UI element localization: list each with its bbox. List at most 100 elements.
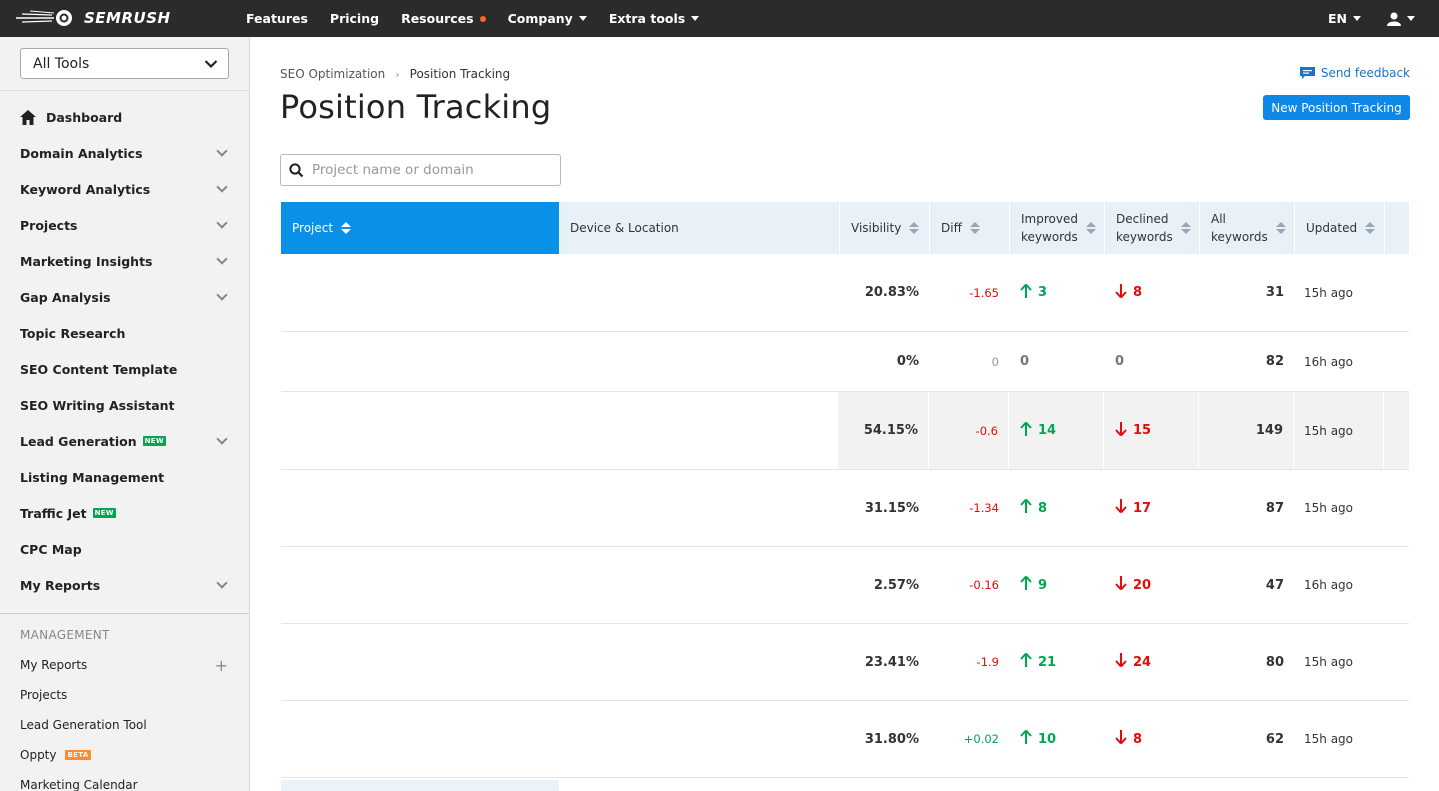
improved-keywords-cell[interactable]: 14 bbox=[1009, 392, 1104, 469]
table-row[interactable]: 2.57% -0.16 9 20 47 16h ago bbox=[281, 547, 1409, 624]
management-item[interactable]: Lead Generation Tool bbox=[20, 715, 230, 735]
column-header-all-keywords[interactable]: All keywords bbox=[1200, 202, 1295, 254]
declined-keywords-cell[interactable]: 0 bbox=[1104, 332, 1199, 391]
table-row[interactable]: 0% 0 0 0 82 16h ago bbox=[281, 332, 1409, 392]
chevron-down-icon bbox=[216, 145, 228, 157]
improved-keywords-cell[interactable]: 21 bbox=[1009, 624, 1104, 700]
sidebar-item[interactable]: CPC Map bbox=[20, 537, 230, 561]
updated-cell: 16h ago bbox=[1294, 547, 1384, 623]
brand-logo[interactable]: SEMRUSH bbox=[14, 9, 171, 27]
user-menu[interactable] bbox=[1387, 12, 1415, 26]
table-row[interactable]: 20.83% -1.65 3 8 31 15h ago bbox=[281, 254, 1409, 332]
all-keywords-value: 149 bbox=[1255, 423, 1283, 438]
column-header-improved-keywords[interactable]: Improved keywords bbox=[1010, 202, 1105, 254]
arrow-down-icon bbox=[1115, 576, 1127, 591]
breadcrumb-parent-link[interactable]: SEO Optimization bbox=[280, 67, 386, 81]
topnav-item[interactable]: Extra tools bbox=[609, 11, 700, 26]
sidebar-item[interactable]: Listing Management bbox=[20, 465, 230, 489]
column-header-declined-keywords[interactable]: Declined keywords bbox=[1105, 202, 1200, 254]
semrush-fireball-icon bbox=[16, 10, 72, 26]
sidebar-item[interactable]: Dashboard bbox=[20, 105, 230, 129]
management-item-label: Marketing Calendar bbox=[20, 778, 138, 791]
table-row-cells: 20.83% -1.65 3 8 31 15h ago bbox=[838, 254, 1409, 331]
topnav-item[interactable]: Pricing bbox=[330, 11, 379, 26]
declined-keywords-cell[interactable]: 8 bbox=[1104, 701, 1199, 777]
sidebar: All Tools Dashboard Domain Analytics Keywo… bbox=[0, 37, 250, 791]
sidebar-item-content: Traffic Jet NEW bbox=[20, 506, 116, 521]
management-item[interactable]: My Reports + bbox=[20, 655, 230, 675]
declined-keywords-cell[interactable]: 17 bbox=[1104, 470, 1199, 546]
declined-keywords-value: 8 bbox=[1133, 285, 1143, 300]
new-position-tracking-button[interactable]: New Position Tracking bbox=[1263, 95, 1410, 120]
declined-keywords-cell[interactable]: 24 bbox=[1104, 624, 1199, 700]
language-selector[interactable]: EN bbox=[1328, 11, 1361, 26]
table-row[interactable]: 54.15% -0.6 14 15 149 15h ago bbox=[281, 392, 1409, 470]
add-report-plus-icon[interactable]: + bbox=[214, 655, 228, 675]
column-header-project[interactable]: Project bbox=[281, 202, 559, 254]
sidebar-item[interactable]: Marketing Insights bbox=[20, 249, 230, 273]
all-keywords-cell[interactable]: 82 bbox=[1199, 332, 1294, 391]
declined-keywords-cell[interactable]: 8 bbox=[1104, 254, 1199, 331]
all-tools-select[interactable]: All Tools bbox=[20, 48, 229, 79]
send-feedback-link[interactable]: Send feedback bbox=[1299, 66, 1410, 80]
column-header-updated[interactable]: Updated bbox=[1295, 202, 1385, 254]
management-item-content: Projects bbox=[20, 688, 67, 702]
all-keywords-value: 80 bbox=[1265, 654, 1284, 670]
column-header-label: Diff bbox=[941, 221, 962, 235]
topnav-item[interactable]: Resources bbox=[401, 11, 486, 26]
sidebar-item-label: SEO Content Template bbox=[20, 361, 178, 377]
declined-keywords-cell[interactable]: 15 bbox=[1104, 392, 1199, 469]
all-keywords-value: 47 bbox=[1265, 577, 1284, 593]
all-keywords-cell[interactable]: 87 bbox=[1199, 470, 1294, 546]
sidebar-item-label: Dashboard bbox=[46, 109, 123, 125]
declined-keywords-cell[interactable]: 20 bbox=[1104, 547, 1199, 623]
topnav-item[interactable]: Features bbox=[246, 11, 308, 26]
management-item[interactable]: Projects bbox=[20, 685, 230, 705]
management-item[interactable]: Oppty BETA bbox=[20, 745, 230, 765]
sidebar-item[interactable]: Projects bbox=[20, 213, 230, 237]
sidebar-item-label: Keyword Analytics bbox=[20, 181, 151, 197]
sidebar-item[interactable]: Keyword Analytics bbox=[20, 177, 230, 201]
updated-value: 16h ago bbox=[1304, 578, 1354, 592]
sidebar-item[interactable]: SEO Writing Assistant bbox=[20, 393, 230, 417]
diff-value: 0 bbox=[991, 354, 999, 369]
updated-value: 15h ago bbox=[1304, 655, 1354, 669]
improved-keywords-cell[interactable]: 8 bbox=[1009, 470, 1104, 546]
all-keywords-cell[interactable]: 47 bbox=[1199, 547, 1294, 623]
improved-keywords-value: 14 bbox=[1038, 423, 1057, 438]
sidebar-item-label: Traffic Jet bbox=[20, 505, 87, 521]
improved-keywords-cell[interactable]: 0 bbox=[1009, 332, 1104, 391]
arrow-up-icon bbox=[1020, 421, 1032, 436]
all-keywords-cell[interactable]: 149 bbox=[1199, 392, 1294, 469]
improved-keywords-value: 3 bbox=[1038, 285, 1048, 300]
all-keywords-cell[interactable]: 80 bbox=[1199, 624, 1294, 700]
management-item[interactable]: Marketing Calendar bbox=[20, 775, 230, 791]
sidebar-item-content: CPC Map bbox=[20, 542, 82, 557]
management-item-content: Lead Generation Tool bbox=[20, 718, 147, 732]
sidebar-item[interactable]: Gap Analysis bbox=[20, 285, 230, 309]
management-item-label: My Reports bbox=[20, 658, 88, 672]
table-row[interactable]: 31.15% -1.34 8 17 87 15h ago bbox=[281, 470, 1409, 547]
improved-keywords-cell[interactable]: 10 bbox=[1009, 701, 1104, 777]
sidebar-item[interactable]: My Reports bbox=[20, 573, 230, 597]
top-navigation: Features Pricing Resources Company Extra too… bbox=[246, 0, 721, 37]
column-header-diff[interactable]: Diff bbox=[930, 202, 1010, 254]
sidebar-item[interactable]: Lead Generation NEW bbox=[20, 429, 230, 453]
table-row[interactable]: 31.80% +0.02 10 8 62 15h ago bbox=[281, 701, 1409, 778]
sidebar-item[interactable]: Topic Research bbox=[20, 321, 230, 345]
sidebar-item[interactable]: Domain Analytics bbox=[20, 141, 230, 165]
topnav-item[interactable]: Company bbox=[508, 11, 587, 26]
sidebar-item[interactable]: Traffic Jet NEW bbox=[20, 501, 230, 525]
improved-keywords-cell[interactable]: 3 bbox=[1009, 254, 1104, 331]
table-row[interactable]: 23.41% -1.9 21 24 80 15h ago bbox=[281, 624, 1409, 701]
updated-cell: 15h ago bbox=[1294, 701, 1384, 777]
improved-keywords-cell[interactable]: 9 bbox=[1009, 547, 1104, 623]
declined-keywords-value: 24 bbox=[1133, 654, 1152, 670]
project-search-input[interactable] bbox=[312, 162, 542, 178]
column-header-visibility[interactable]: Visibility bbox=[840, 202, 930, 254]
language-label: EN bbox=[1327, 11, 1347, 26]
all-keywords-cell[interactable]: 62 bbox=[1199, 701, 1294, 777]
sidebar-item-label: CPC Map bbox=[20, 541, 82, 557]
sidebar-item[interactable]: SEO Content Template bbox=[20, 357, 230, 381]
all-keywords-cell[interactable]: 31 bbox=[1199, 254, 1294, 331]
